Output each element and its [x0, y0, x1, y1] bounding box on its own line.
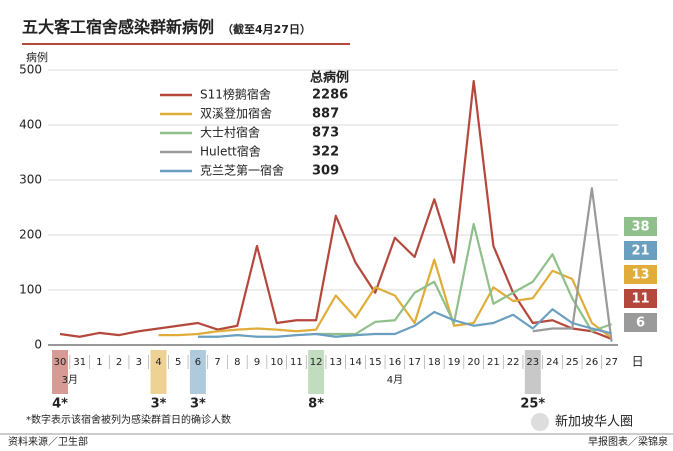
series-line [316, 222, 612, 336]
x-tick-label: 11 [290, 357, 303, 368]
legend-label: Hulett宿舍 [200, 144, 261, 159]
start-label: 3* [151, 397, 167, 412]
credit: 早报图表／梁锦泉 [588, 435, 668, 448]
start-highlight [189, 350, 206, 394]
footnote: *数字表示该宿舍被列为感染群首日的确诊人数 [26, 413, 231, 426]
start-highlight [52, 350, 68, 394]
x-unit: 日 [632, 355, 644, 369]
start-label: 4* [52, 397, 68, 412]
x-tick-label: 6 [195, 357, 201, 368]
legend-label: 克兰芝第一宿舍 [200, 163, 284, 178]
y-axis-label: 病例 [26, 50, 48, 64]
legend-label: S11榜鹅宿舍 [200, 87, 271, 102]
x-tick-label: 4 [155, 357, 161, 368]
x-tick-label: 26 [586, 357, 599, 368]
x-tick-label: 3 [136, 357, 142, 368]
chart-title: 五大客工宿舍感染群新病例 [22, 18, 214, 37]
y-tick-label: 0 [34, 338, 42, 352]
x-tick-label: 25 [566, 357, 579, 368]
x-tick-label: 12 [310, 357, 323, 368]
y-tick-label: 400 [19, 118, 42, 132]
start-highlight [524, 350, 541, 394]
start-label: 8* [308, 397, 324, 412]
last-value-label: 38 [631, 220, 649, 235]
last-value-label: 13 [631, 268, 649, 283]
x-tick-label: 13 [329, 357, 342, 368]
x-tick-label: 23 [526, 357, 539, 368]
last-value-label: 11 [631, 292, 649, 307]
last-value-label: 21 [631, 244, 649, 259]
last-value-box [624, 289, 657, 308]
legend-label: 双溪登加宿舍 [200, 106, 272, 121]
legend-total: 322 [312, 145, 339, 160]
x-tick-label: 16 [389, 357, 402, 368]
month-label: 4月 [387, 374, 403, 386]
x-tick-label: 19 [448, 357, 461, 368]
y-tick-label: 300 [19, 173, 42, 187]
x-tick-label: 8 [234, 357, 240, 368]
x-tick-label: 20 [467, 357, 480, 368]
x-tick-label: 31 [73, 357, 86, 368]
last-value-label: 6 [636, 316, 645, 331]
last-value-box [624, 265, 657, 284]
x-tick-label: 15 [369, 357, 382, 368]
chart-subtitle: （截至4月27日） [222, 22, 311, 36]
start-highlight [308, 350, 325, 394]
x-tick-label: 30 [54, 357, 67, 368]
series-line [59, 79, 613, 340]
legend-label: 大士村宿舍 [200, 125, 260, 140]
x-tick-label: 27 [605, 357, 618, 368]
watermark: 新加坡华人圈 [555, 414, 633, 430]
x-tick-label: 17 [408, 357, 421, 368]
legend-total: 2286 [312, 88, 348, 103]
x-tick-label: 10 [270, 357, 283, 368]
legend-header: 总病例 [310, 70, 349, 86]
y-tick-label: 100 [19, 283, 42, 297]
start-label: 3* [190, 397, 206, 412]
series-line [197, 308, 612, 338]
watermark-icon [531, 413, 549, 431]
x-tick-label: 24 [546, 357, 559, 368]
y-tick-label: 500 [19, 63, 42, 77]
series-line [532, 187, 613, 342]
x-tick-label: 22 [507, 357, 520, 368]
start-highlight [150, 350, 167, 394]
legend-total: 887 [312, 107, 339, 122]
legend-total: 309 [312, 164, 339, 179]
x-tick-label: 5 [175, 357, 181, 368]
x-tick-label: 14 [349, 357, 362, 368]
y-tick-label: 200 [19, 228, 42, 242]
last-value-box [624, 241, 657, 260]
x-tick-label: 9 [254, 357, 260, 368]
start-label: 25* [520, 397, 545, 412]
source: 资料来源／卫生部 [8, 435, 88, 448]
last-value-box [624, 313, 657, 332]
x-tick-label: 7 [214, 357, 220, 368]
legend-total: 873 [312, 126, 339, 141]
series-line [158, 258, 613, 339]
x-tick-label: 1 [96, 357, 102, 368]
month-label: 3月 [62, 374, 78, 386]
x-tick-label: 2 [116, 357, 122, 368]
x-tick-label: 18 [428, 357, 441, 368]
x-tick-label: 21 [487, 357, 500, 368]
last-value-box [624, 217, 657, 236]
